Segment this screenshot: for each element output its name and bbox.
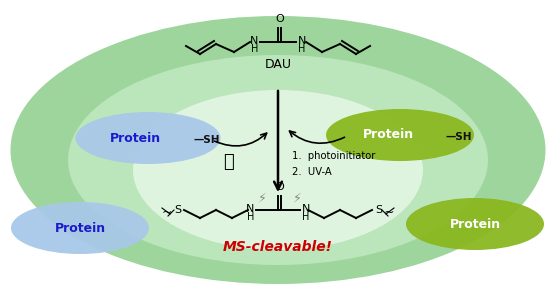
- Text: MS-cleavable!: MS-cleavable!: [223, 240, 333, 254]
- Text: Protein: Protein: [362, 128, 413, 142]
- Text: O: O: [275, 182, 284, 192]
- Text: H: H: [246, 212, 254, 222]
- Text: O: O: [275, 14, 284, 24]
- Ellipse shape: [133, 90, 423, 250]
- Ellipse shape: [68, 55, 488, 265]
- Ellipse shape: [11, 202, 149, 254]
- Text: N: N: [302, 204, 310, 214]
- Ellipse shape: [75, 112, 220, 164]
- Text: Protein: Protein: [109, 132, 160, 144]
- Text: S: S: [174, 205, 181, 215]
- Text: N: N: [298, 36, 306, 46]
- Text: ⚡: ⚡: [292, 192, 301, 204]
- Text: Protein: Protein: [450, 217, 501, 231]
- Ellipse shape: [11, 16, 546, 284]
- Text: S: S: [375, 205, 382, 215]
- Text: N: N: [250, 36, 258, 46]
- Text: Protein: Protein: [54, 221, 105, 235]
- Text: H: H: [298, 44, 305, 54]
- Text: —SH: —SH: [446, 132, 472, 142]
- Text: H: H: [251, 44, 258, 54]
- Text: H: H: [302, 212, 309, 222]
- Ellipse shape: [326, 109, 474, 161]
- Text: ⚡: ⚡: [258, 192, 266, 204]
- Text: N: N: [246, 204, 254, 214]
- Ellipse shape: [406, 198, 544, 250]
- Text: —SH: —SH: [193, 135, 219, 145]
- Text: ~: ~: [162, 206, 172, 219]
- Text: 1.  photoinitiator: 1. photoinitiator: [292, 151, 375, 161]
- Text: 2.  UV-A: 2. UV-A: [292, 167, 332, 177]
- Text: DAU: DAU: [265, 58, 291, 71]
- Text: 💡: 💡: [223, 153, 233, 171]
- Text: ~: ~: [384, 206, 395, 219]
